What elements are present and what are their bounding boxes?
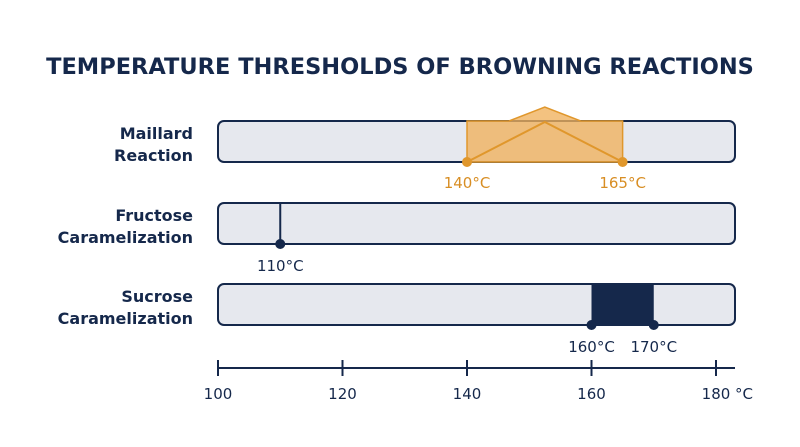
row-label: Maillard — [120, 124, 193, 143]
row-label: Caramelization — [58, 309, 193, 328]
reaction-row: Maillard Reaction 140°C 165°C — [114, 106, 736, 192]
reaction-rows: Maillard Reaction 140°C 165°C Fructose Carame… — [58, 106, 736, 356]
sucrose-range — [591, 284, 654, 325]
range-start-label: 140°C — [444, 174, 491, 192]
maillard-range — [466, 106, 624, 163]
tick-label: 180 — [702, 385, 731, 403]
range-start-marker — [462, 157, 472, 167]
range-start-marker — [586, 320, 597, 330]
row-label: Caramelization — [58, 228, 193, 247]
range-end-marker — [617, 157, 628, 167]
track-bar — [217, 283, 736, 326]
chart-title: TEMPERATURE THRESHOLDS OF BROWNING REACT… — [46, 54, 754, 80]
row-label: Fructose — [115, 206, 193, 225]
tick-label: 160 — [577, 385, 606, 403]
point-label: 110°C — [257, 257, 304, 275]
tick-label: 100 — [204, 385, 233, 403]
range-end-marker — [648, 320, 659, 330]
temperature-axis: 100 120 140 160 180 °C — [204, 360, 753, 403]
range-end-label: 165°C — [599, 174, 646, 192]
maillard-peak-line — [466, 120, 624, 163]
tick-label: 120 — [328, 385, 357, 403]
range-end-label: 170°C — [630, 338, 677, 356]
tick-label: 140 — [453, 385, 482, 403]
reaction-row: Sucrose Caramelization 160°C 170°C — [58, 283, 736, 356]
row-label: Reaction — [114, 146, 193, 165]
point-marker — [275, 239, 286, 249]
reaction-row: Fructose Caramelization 110°C — [58, 202, 736, 275]
range-start-label: 160°C — [568, 338, 615, 356]
track-bar — [217, 202, 736, 245]
axis-unit-label: °C — [735, 385, 753, 403]
row-label: Sucrose — [121, 287, 193, 306]
